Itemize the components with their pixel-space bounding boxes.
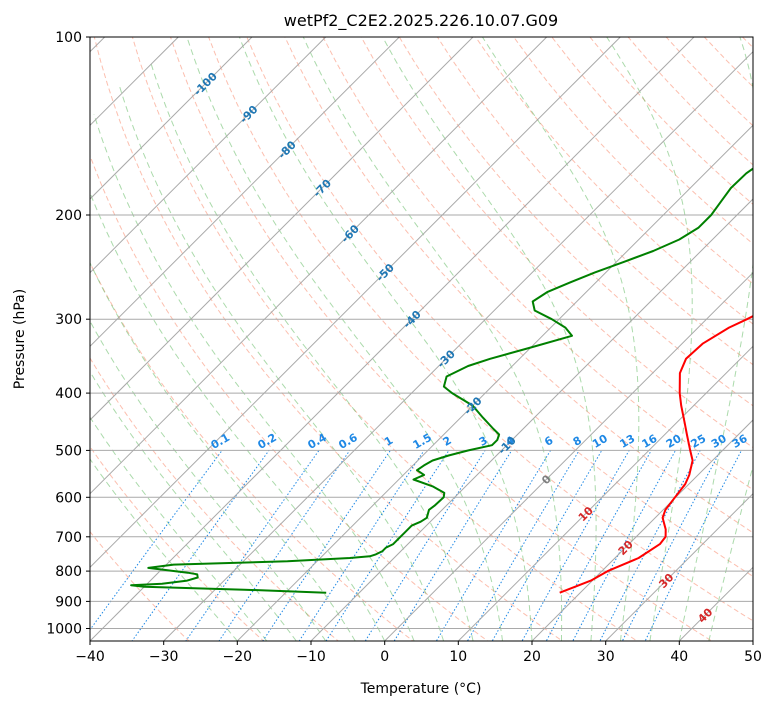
isotherm-gridline [90, 37, 474, 421]
isotherm-gridline [310, 198, 753, 641]
dry-adiabat [169, 37, 713, 641]
moist-adiabat [606, 37, 693, 641]
isotherm-gridline [90, 37, 548, 495]
moist-adiabat [149, 61, 474, 641]
moist-adiabat [118, 83, 445, 641]
isotherm-gridline [90, 37, 327, 274]
x-tick-label: 10 [449, 649, 467, 665]
y-tick-label: 1000 [46, 622, 82, 638]
x-tick-label: −20 [223, 649, 253, 665]
profile-series [130, 167, 753, 594]
y-tick-label: 600 [55, 490, 82, 506]
isotherm-gridline [90, 37, 695, 641]
isotherm-gridline [236, 124, 753, 641]
x-axis-ticks: −40 −30 −20 −10 0 10 20 30 40 50 [75, 641, 762, 665]
dry-adiabat [398, 37, 753, 407]
moist-adiabat [481, 37, 640, 641]
plot-area: 0.1 0.2 0.4 0.6 1 1.5 2 3 4 6 8 10 13 16 20 25 30 36-100-… [90, 37, 753, 641]
isobar-gridlines [90, 37, 753, 629]
isotherm-gridline [457, 345, 753, 641]
moist-adiabat [708, 464, 753, 641]
x-tick-label: 50 [744, 649, 762, 665]
isotherm-gridline [90, 37, 621, 569]
x-tick-label: −40 [75, 649, 105, 665]
x-tick-label: −30 [149, 649, 179, 665]
moist-adiabat [93, 113, 415, 641]
moist-adiabat [238, 37, 533, 641]
moist-adiabat [186, 37, 503, 641]
dry-adiabat [475, 37, 753, 325]
y-tick-label: 200 [55, 208, 82, 224]
moist-adiabat [90, 370, 297, 641]
isotherm-gridlines [90, 37, 753, 641]
dry-adiabat [208, 37, 753, 622]
moist-adiabat [302, 37, 563, 641]
x-tick-label: 40 [670, 649, 688, 665]
isotherm-gridline [384, 271, 753, 641]
y-tick-label: 500 [55, 443, 82, 459]
y-axis-label: Pressure (hPa) [12, 289, 28, 389]
x-tick-label: −10 [296, 649, 326, 665]
dry-adiabat [93, 37, 564, 641]
x-tick-label: 20 [523, 649, 541, 665]
temperature-line [559, 314, 753, 594]
isotherm-gridline [90, 37, 400, 348]
y-axis-ticks: 100 200 300 400 500 600 700 800 900 1000 [46, 30, 90, 638]
isotherm-gridline [531, 419, 753, 641]
plot-background [90, 37, 753, 641]
isotherm-gridline [605, 492, 753, 641]
plot-frame [89, 36, 754, 642]
moist-adiabats [90, 37, 753, 641]
x-tick-label: 30 [597, 649, 615, 665]
dry-adiabat [90, 445, 265, 641]
chart-title: wetPf2_C2E2.2025.226.10.07.G09 [284, 11, 558, 31]
x-tick-label: 0 [380, 649, 389, 665]
y-tick-label: 400 [55, 386, 82, 402]
y-tick-label: 800 [55, 564, 82, 580]
y-tick-label: 900 [55, 594, 82, 610]
y-tick-label: 100 [55, 30, 82, 46]
isotherm-gridline [163, 50, 753, 641]
moist-adiabat [90, 261, 356, 641]
moist-adiabat [678, 37, 753, 641]
moist-adiabat [90, 320, 327, 641]
isotherm-gridline [90, 37, 253, 200]
dry-adiabat [284, 37, 753, 534]
moist-adiabat [382, 37, 597, 641]
moist-adiabat [90, 416, 268, 641]
dewpoint-line [130, 167, 753, 594]
dry-adiabat [90, 530, 190, 641]
dry-adiabat [360, 37, 753, 449]
y-tick-label: 700 [55, 530, 82, 546]
y-tick-label: 300 [55, 312, 82, 328]
dry-adiabat [513, 37, 753, 285]
x-axis-label: Temperature (°C) [360, 681, 482, 697]
